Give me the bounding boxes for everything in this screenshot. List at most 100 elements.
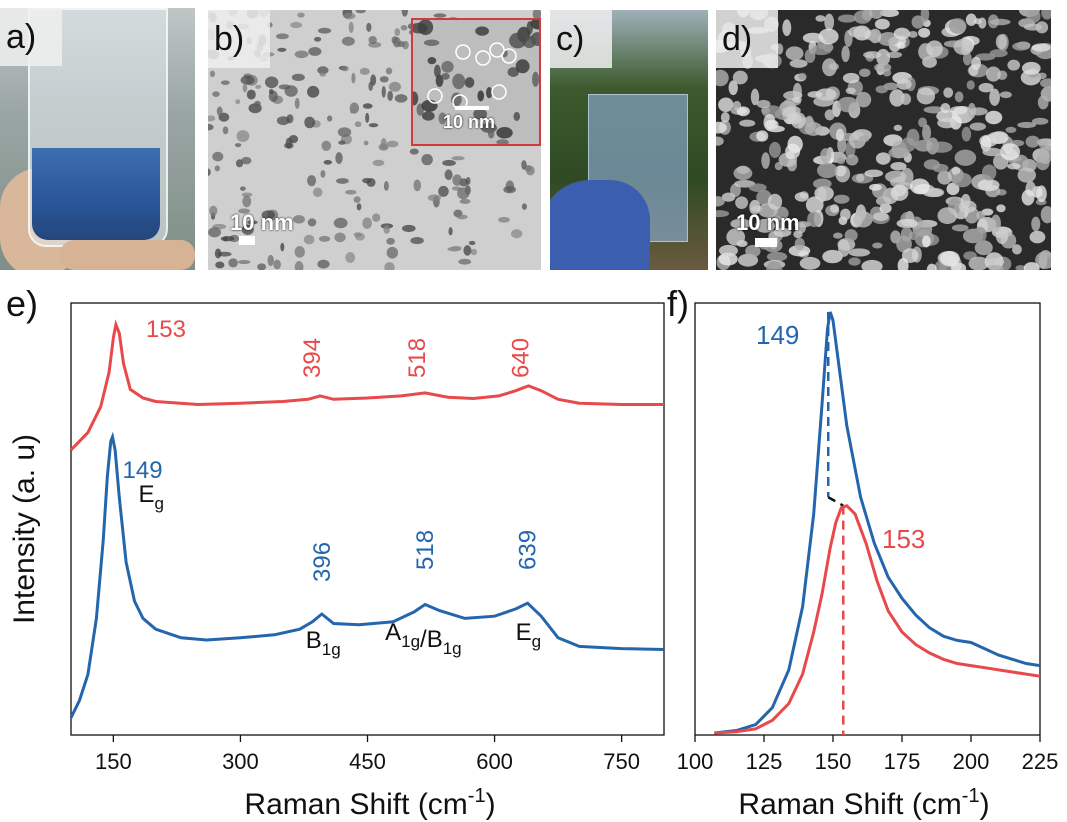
mode-label-main: /B [420, 626, 443, 653]
tem-particle [222, 126, 229, 135]
sem-grain [937, 170, 952, 185]
tem-particle [521, 160, 527, 170]
sem-grain [980, 135, 992, 152]
sem-grain [999, 143, 1021, 161]
inset-particles [413, 20, 539, 144]
sem-grain [848, 248, 871, 257]
glove-shape [550, 180, 650, 270]
tem-particle [307, 85, 320, 98]
sem-grain [966, 80, 975, 90]
inset-particle [441, 60, 454, 73]
sem-grain [943, 87, 954, 98]
sem-grain [739, 119, 756, 127]
tem-particle [438, 185, 449, 197]
panel-e-label: e) [6, 283, 38, 324]
particle-marker-circle [455, 44, 471, 60]
sem-grain [920, 10, 930, 23]
sem-grain [879, 10, 900, 18]
sem-grain [783, 105, 801, 116]
tem-particle [470, 248, 478, 256]
tem-particle [292, 215, 305, 224]
sem-grain [965, 13, 977, 26]
tem-particle [383, 224, 390, 234]
sem-grain [909, 178, 930, 195]
sem-grain [750, 88, 760, 106]
sem-grain [954, 149, 977, 166]
sem-grain [730, 218, 752, 229]
sem-grain [1005, 126, 1017, 133]
tem-particle [214, 165, 220, 172]
sem-grain [719, 244, 738, 257]
peak-label: 394 [299, 338, 326, 378]
tem-particle [397, 41, 406, 48]
tem-particle [456, 214, 468, 220]
tem-particle [532, 10, 541, 20]
panel-d-sem-image: 10 nm d) [716, 10, 1051, 270]
tem-particle [388, 81, 402, 92]
tem-particle [264, 76, 279, 89]
tem-particle [323, 159, 333, 165]
x-tick-label: 300 [222, 749, 259, 774]
mode-label-main: A [385, 619, 401, 646]
x-tick-label: 100 [677, 749, 714, 774]
sem-grain [836, 157, 846, 165]
tem-particle [257, 263, 267, 270]
panel-a-label: a) [0, 8, 62, 66]
tem-particle [337, 127, 352, 138]
sem-grain [874, 62, 892, 73]
sem-grain [789, 59, 808, 68]
sem-grain [875, 196, 892, 206]
sem-grain [888, 147, 910, 159]
sem-grain [977, 179, 1000, 192]
sem-grain [716, 121, 727, 134]
mode-label-main: B [306, 627, 322, 654]
tem-particle [236, 130, 250, 142]
tem-particle [254, 100, 261, 107]
sem-grain [767, 193, 783, 210]
tem-particle [319, 72, 326, 77]
mode-label-sub: g [155, 494, 164, 513]
inset-scale-bar [455, 106, 489, 110]
tem-particle [240, 186, 246, 191]
sem-grain [921, 124, 932, 141]
tem-particle [498, 216, 510, 223]
sem-grain [848, 257, 861, 266]
sem-grain [848, 131, 866, 149]
x-tick-label: 200 [953, 749, 990, 774]
sem-grain [817, 186, 827, 203]
sem-grain [756, 99, 771, 109]
tem-particle [307, 218, 317, 227]
tem-particle [510, 229, 523, 239]
sem-grain [1040, 78, 1051, 89]
tem-particle [387, 90, 393, 101]
tem-particle [209, 205, 218, 216]
tem-particle [433, 13, 447, 18]
tem-particle [521, 203, 527, 210]
x-tick-label: 750 [603, 749, 640, 774]
sem-grain [999, 91, 1012, 99]
tem-particle [341, 65, 349, 72]
panel-a-photo: a) [0, 8, 195, 270]
x-axis-label: Raman Shift (cm-1) [244, 785, 495, 821]
particle-marker-circle [427, 88, 443, 104]
tem-particle [291, 73, 305, 82]
sem-grain [1026, 10, 1041, 23]
sem-grain [926, 40, 943, 58]
inset-particle [487, 129, 495, 139]
tem-particle [338, 140, 346, 145]
tem-particle [386, 140, 399, 148]
sem-grain [886, 51, 903, 59]
tem-particle [336, 178, 349, 184]
sem-grain [830, 204, 840, 214]
mode-label: B1g [306, 627, 341, 659]
tem-particle [317, 27, 332, 34]
sem-grain [1040, 250, 1051, 259]
sem-grain [906, 128, 920, 146]
tem-particle [286, 114, 294, 124]
sem-grain [1007, 59, 1021, 71]
tem-particle [356, 203, 362, 211]
sem-grain [822, 58, 837, 77]
peak-label: 153 [882, 524, 925, 554]
sem-grain [755, 218, 776, 233]
mode-label: A1g/B1g [385, 619, 462, 658]
